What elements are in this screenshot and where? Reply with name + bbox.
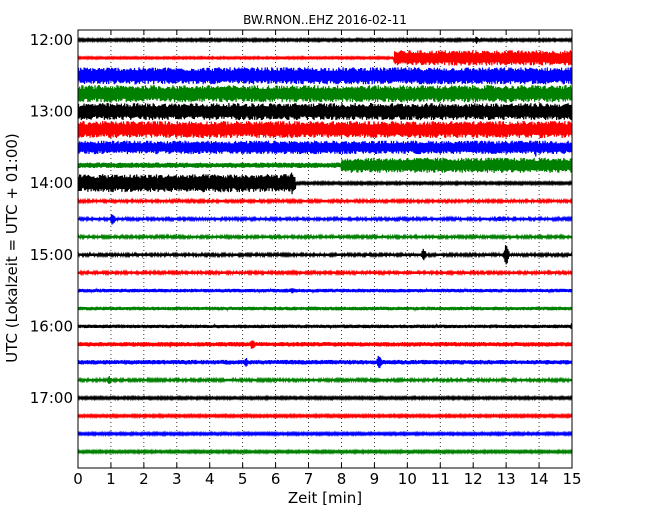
trace-line [78,85,572,103]
trace-line [78,233,572,241]
trace-line [78,67,572,85]
x-axis-label: Zeit [min] [288,489,362,507]
trace-line [78,197,572,205]
trace-line [78,157,572,173]
x-tick-label: 2 [139,470,149,488]
trace-line [78,375,572,384]
plot-frame [77,29,573,469]
trace-line [78,340,572,349]
x-tick-label: 12 [464,470,483,488]
trace-line [78,305,572,312]
x-tick-label: 0 [73,470,83,488]
trace-line [78,287,572,295]
x-tick-label: 1 [106,470,116,488]
trace-line [78,140,572,157]
x-tick-label: 7 [304,470,314,488]
traces-group [78,36,572,456]
x-tick-label: 5 [238,470,248,488]
x-tick-label: 4 [205,470,215,488]
chart-title: BW.RNON..EHZ 2016-02-11 [243,13,407,27]
trace-line [78,214,572,225]
x-tick-label: 15 [562,470,581,488]
trace-line [78,103,572,121]
y-tick-label: 14:00 [30,174,73,192]
trace-line [78,355,572,369]
x-tick-label: 6 [271,470,281,488]
y-tick-label: 13:00 [30,103,73,121]
trace-line [78,322,572,330]
x-tick-label: 10 [398,470,417,488]
trace-line [78,448,572,456]
y-tick-label: 12:00 [30,31,73,49]
trace-line [78,430,572,438]
trace-line [78,120,572,139]
x-tick-label: 13 [497,470,516,488]
y-tick-label: 17:00 [30,389,73,407]
trace-line [78,245,572,265]
trace-line [78,268,572,277]
x-tick-label: 11 [431,470,450,488]
trace-line [78,36,572,44]
y-axis-label: UTC (Lokalzeit = UTC + 01:00) [3,133,21,363]
x-tick-label: 9 [370,470,380,488]
x-tick-label: 3 [172,470,182,488]
trace-line [78,412,572,420]
trace-line [78,172,572,195]
trace-line [78,394,572,402]
y-tick-label: 15:00 [30,246,73,264]
x-tick-label: 14 [530,470,549,488]
trace-line [78,50,572,66]
x-tick-label: 8 [337,470,347,488]
y-tick-label: 16:00 [30,317,73,335]
